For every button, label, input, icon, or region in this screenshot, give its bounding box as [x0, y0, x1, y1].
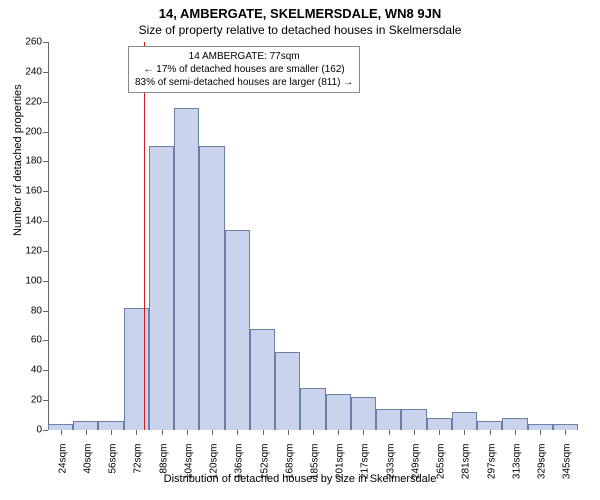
histogram-bar	[427, 418, 452, 430]
x-tick-label: 329sqm	[537, 444, 548, 494]
histogram-bar	[250, 329, 275, 430]
x-tick-label: 168sqm	[284, 444, 295, 494]
x-tick-label: 185sqm	[310, 444, 321, 494]
x-tick	[490, 430, 491, 435]
histogram-bar	[452, 412, 477, 430]
x-tick-label: 40sqm	[82, 444, 93, 494]
x-tick	[263, 430, 264, 435]
histogram-bar	[502, 418, 527, 430]
x-tick-label: 313sqm	[511, 444, 522, 494]
x-tick	[288, 430, 289, 435]
y-tick	[43, 400, 48, 401]
histogram-bar	[401, 409, 426, 430]
x-tick-label: 217sqm	[360, 444, 371, 494]
x-tick-label: 297sqm	[486, 444, 497, 494]
histogram-bar	[174, 108, 199, 430]
y-tick	[43, 191, 48, 192]
y-axis-line	[48, 42, 49, 430]
x-tick-label: 104sqm	[183, 444, 194, 494]
y-tick-label: 260	[12, 37, 42, 48]
x-tick	[111, 430, 112, 435]
y-tick-label: 120	[12, 245, 42, 256]
y-tick	[43, 132, 48, 133]
y-tick-label: 0	[12, 425, 42, 436]
x-tick	[389, 430, 390, 435]
y-tick-label: 40	[12, 365, 42, 376]
x-axis-label: Distribution of detached houses by size …	[0, 473, 600, 485]
x-tick	[136, 430, 137, 435]
x-tick	[313, 430, 314, 435]
x-tick-label: 24sqm	[57, 444, 68, 494]
y-tick-label: 100	[12, 275, 42, 286]
x-tick-label: 345sqm	[562, 444, 573, 494]
y-tick-label: 140	[12, 216, 42, 227]
x-tick	[414, 430, 415, 435]
x-tick	[439, 430, 440, 435]
x-tick-label: 265sqm	[436, 444, 447, 494]
annotation-line: 83% of semi-detached houses are larger (…	[135, 76, 353, 89]
x-tick-label: 88sqm	[158, 444, 169, 494]
histogram-bar	[199, 146, 224, 430]
y-tick-label: 80	[12, 305, 42, 316]
y-tick	[43, 161, 48, 162]
y-tick	[43, 430, 48, 431]
histogram-bar	[326, 394, 351, 430]
x-tick	[515, 430, 516, 435]
y-tick-label: 240	[12, 66, 42, 77]
annotation-line: ← 17% of detached houses are smaller (16…	[135, 63, 353, 76]
y-tick-label: 20	[12, 395, 42, 406]
y-tick	[43, 370, 48, 371]
x-tick-label: 201sqm	[335, 444, 346, 494]
x-tick	[162, 430, 163, 435]
x-tick	[187, 430, 188, 435]
y-tick	[43, 251, 48, 252]
y-tick-label: 60	[12, 335, 42, 346]
y-tick	[43, 102, 48, 103]
histogram-bar	[376, 409, 401, 430]
x-tick	[565, 430, 566, 435]
x-tick-label: 72sqm	[133, 444, 144, 494]
annotation-box: 14 AMBERGATE: 77sqm← 17% of detached hou…	[128, 46, 360, 93]
x-tick-label: 56sqm	[108, 444, 119, 494]
y-tick	[43, 42, 48, 43]
x-tick-label: 152sqm	[259, 444, 270, 494]
x-tick	[61, 430, 62, 435]
x-tick	[464, 430, 465, 435]
plot-area: 02040608010012014016018020022024026024sq…	[48, 42, 578, 430]
x-tick	[86, 430, 87, 435]
chart-title: 14, AMBERGATE, SKELMERSDALE, WN8 9JN	[0, 0, 600, 21]
histogram-bar	[477, 421, 502, 430]
x-tick	[540, 430, 541, 435]
y-tick	[43, 221, 48, 222]
histogram-bar	[351, 397, 376, 430]
x-tick	[338, 430, 339, 435]
y-tick	[43, 311, 48, 312]
annotation-line: 14 AMBERGATE: 77sqm	[135, 50, 353, 63]
histogram-bar	[225, 230, 250, 430]
chart-area: 02040608010012014016018020022024026024sq…	[48, 42, 578, 430]
y-tick	[43, 340, 48, 341]
histogram-bar	[149, 146, 174, 430]
x-tick-label: 233sqm	[385, 444, 396, 494]
x-tick-label: 249sqm	[410, 444, 421, 494]
x-tick-label: 281sqm	[461, 444, 472, 494]
property-marker-line	[144, 42, 145, 430]
y-tick-label: 220	[12, 96, 42, 107]
histogram-bar	[275, 352, 300, 430]
x-tick	[212, 430, 213, 435]
y-tick-label: 200	[12, 126, 42, 137]
y-tick	[43, 72, 48, 73]
x-tick	[363, 430, 364, 435]
histogram-bar	[98, 421, 123, 430]
y-tick-label: 160	[12, 186, 42, 197]
histogram-bar	[73, 421, 98, 430]
y-tick-label: 180	[12, 156, 42, 167]
chart-subtitle: Size of property relative to detached ho…	[0, 21, 600, 37]
y-tick	[43, 281, 48, 282]
x-tick-label: 120sqm	[209, 444, 220, 494]
histogram-bar	[300, 388, 325, 430]
x-tick	[237, 430, 238, 435]
x-tick-label: 136sqm	[234, 444, 245, 494]
